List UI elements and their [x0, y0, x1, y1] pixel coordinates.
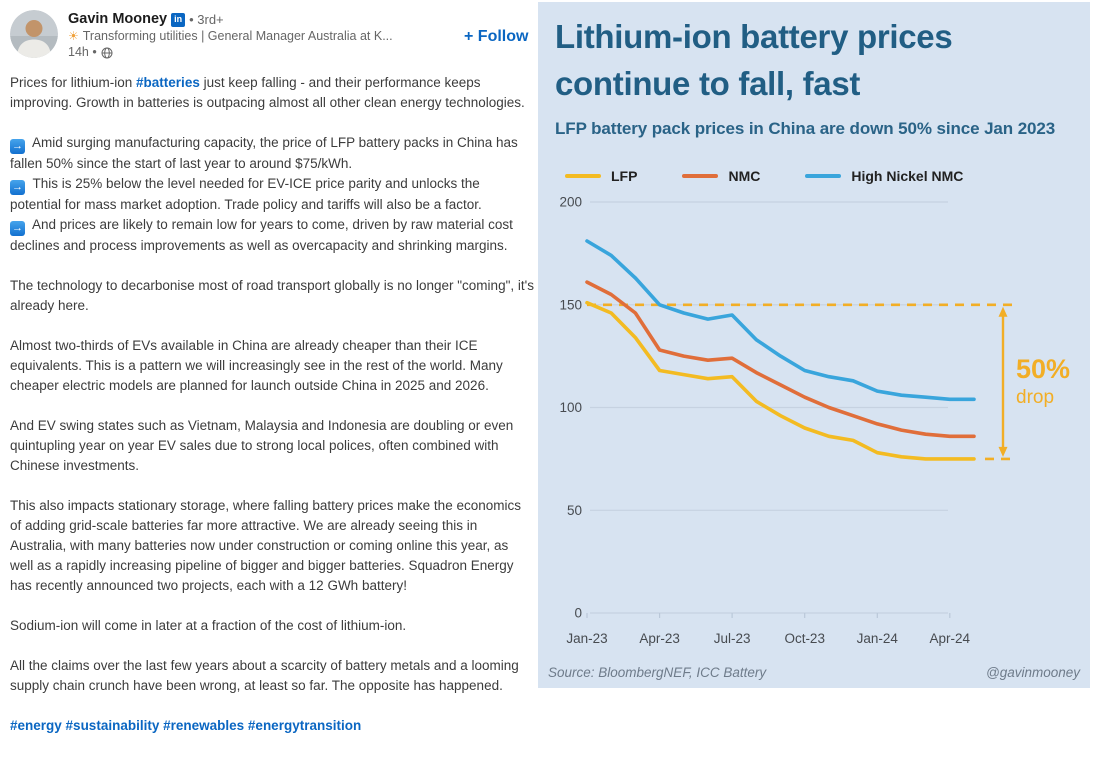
chart-source: Source: BloombergNEF, ICC Battery: [548, 665, 767, 680]
post-paragraph: The technology to decarbonise most of ro…: [10, 276, 534, 316]
post-text: This also impacts stationary storage, wh…: [10, 498, 521, 593]
y-tick-label: 50: [567, 503, 582, 518]
post-text: Almost two-thirds of EVs available in Ch…: [10, 338, 503, 393]
drop-annotation-word: drop: [1016, 387, 1055, 408]
legend-item: High Nickel NMC: [805, 168, 963, 184]
chart-image-attachment[interactable]: 0 50 100 150 200 Jan-23 Apr-23 Jul-23 Oct-23 Jan-…: [538, 2, 1090, 688]
drop-annotation: 50% drop: [1016, 354, 1070, 409]
drop-annotation-value: 50%: [1016, 354, 1071, 384]
drop-arrow-head-bottom: [998, 446, 1008, 457]
series-line-high-nickel-nmc: [585, 239, 976, 402]
linkedin-badge-icon: in: [171, 12, 186, 27]
legend-swatch: [805, 174, 842, 178]
legend-item: LFP: [565, 168, 637, 184]
x-tick-label: Oct-23: [784, 631, 825, 646]
arrow-emoji-icon: →: [10, 221, 25, 236]
post-body: Prices for lithium-ion #batteries just k…: [10, 73, 534, 736]
follow-button[interactable]: + Follow: [460, 26, 532, 48]
author-name[interactable]: Gavin Mooney: [68, 11, 168, 27]
connection-degree: • 3rd+: [189, 12, 224, 27]
post-paragraph: And EV swing states such as Vietnam, Mal…: [10, 416, 534, 476]
hashtag-link[interactable]: #energy: [10, 718, 62, 733]
post-paragraph: Sodium-ion will come in later at a fract…: [10, 616, 534, 636]
post-paragraph: All the claims over the last few years a…: [10, 656, 534, 696]
legend-label: High Nickel NMC: [851, 168, 964, 184]
legend-item: NMC: [682, 168, 760, 184]
y-tick-label: 200: [559, 195, 582, 210]
post-paragraph: → This is 25% below the level needed for…: [10, 174, 534, 215]
post-text: Amid surging manufacturing capacity, the…: [10, 135, 518, 171]
series-line-lfp: [585, 300, 976, 461]
author-headline-row: ☀ Transforming utilities | General Manag…: [68, 28, 498, 44]
x-tick-label: Jul-23: [714, 631, 751, 646]
hashtag-link[interactable]: #energytransition: [247, 718, 362, 733]
post-text: Prices for lithium-ion: [10, 75, 137, 90]
chart-credit: @gavinmooney: [985, 665, 1080, 680]
price-chart-plot: 0 50 100 150 200 Jan-23 Apr-23 Jul-23 Oct-23 Jan-…: [559, 195, 1015, 646]
post-time: 14h •: [68, 45, 97, 59]
author-headline: Transforming utilities | General Manager…: [82, 29, 393, 43]
x-tick-label: Jan-24: [857, 631, 899, 646]
author-name-row: Gavin Mooney in • 3rd+: [68, 11, 537, 28]
post-text: And EV swing states such as Vietnam, Mal…: [10, 418, 514, 473]
hashtag-link[interactable]: #batteries: [136, 75, 200, 90]
legend-label: NMC: [728, 168, 761, 184]
arrow-emoji-icon: →: [10, 139, 25, 154]
hashtag-link[interactable]: #renewables: [163, 718, 245, 733]
y-tick-label: 150: [559, 297, 582, 312]
avatar[interactable]: [10, 10, 58, 58]
chart-title: Lithium-ion battery prices continue to f…: [555, 18, 953, 102]
legend-swatch: [565, 174, 601, 178]
post-paragraph: Almost two-thirds of EVs available in Ch…: [10, 336, 534, 396]
avatar-photo: [10, 10, 58, 58]
post-paragraph: → Amid surging manufacturing capacity, t…: [10, 133, 534, 174]
post-text: Sodium-ion will come in later at a fract…: [10, 618, 407, 633]
post-text: All the claims over the last few years a…: [10, 658, 519, 693]
globe-icon: [101, 47, 113, 59]
x-tick-label: Apr-23: [639, 631, 680, 646]
chart-subtitle: LFP battery pack prices in China are dow…: [555, 119, 1056, 138]
legend-swatch: [682, 174, 719, 178]
post-paragraph: #energy #sustainability #renewables #ene…: [10, 716, 534, 736]
y-tick-label: 0: [574, 606, 582, 621]
chart-legend: LFP NMC High Nickel NMC: [565, 168, 963, 184]
post-column: Gavin Mooney in • 3rd+ ☀ Transforming ut…: [0, 0, 537, 775]
post-text: The technology to decarbonise most of ro…: [10, 278, 534, 313]
post-paragraph: Prices for lithium-ion #batteries just k…: [10, 73, 534, 113]
post-paragraph: This also impacts stationary storage, wh…: [10, 496, 534, 596]
post-paragraph: → And prices are likely to remain low fo…: [10, 215, 534, 256]
chart-footer: Source: BloombergNEF, ICC Battery @gavin…: [548, 665, 1080, 680]
post-meta-row: 14h •: [68, 44, 537, 60]
y-tick-label: 100: [559, 400, 582, 415]
drop-arrow-head-top: [998, 306, 1008, 317]
x-tick-label: Jan-23: [566, 631, 607, 646]
x-tick-label: Apr-24: [930, 631, 971, 646]
post-header: Gavin Mooney in • 3rd+ ☀ Transforming ut…: [0, 0, 537, 64]
post-text: This is 25% below the level needed for E…: [10, 176, 482, 212]
hashtag-link[interactable]: #sustainability: [65, 718, 160, 733]
post-text: And prices are likely to remain low for …: [10, 217, 513, 253]
series-line-nmc: [585, 280, 976, 439]
sun-icon: ☀: [68, 29, 79, 43]
legend-label: LFP: [611, 168, 638, 184]
arrow-emoji-icon: →: [10, 180, 25, 195]
post-text: just keep falling - and their performanc…: [10, 75, 525, 110]
post-header-text: Gavin Mooney in • 3rd+ ☀ Transforming ut…: [68, 0, 537, 60]
